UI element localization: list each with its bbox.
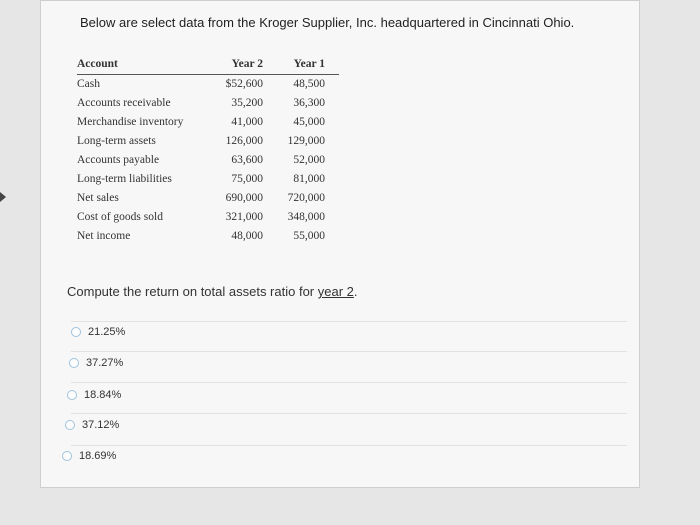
radio-button[interactable] [71,327,81,337]
radio-button[interactable] [67,390,77,400]
table-row: Net income 48,000 55,000 [77,227,339,246]
row-year-2: 75,000 [231,173,263,185]
question-underlined: year 2 [317,284,354,299]
row-year-1: 129,000 [287,135,325,147]
row-account: Long-term liabilities [77,173,172,185]
answer-option-1[interactable]: 21.25% [71,321,631,343]
header-account: Account [77,58,118,70]
radio-button[interactable] [65,420,75,430]
row-year-1: 720,000 [287,192,325,204]
radio-button[interactable] [69,358,79,368]
row-year-2: 41,000 [231,116,263,128]
row-account: Cash [77,78,100,90]
row-account: Accounts payable [77,154,160,166]
option-label: 18.69% [79,450,117,462]
row-year-1: 36,300 [293,97,325,109]
table-header-row: Account Year 2 Year 1 [77,55,339,75]
answer-option-3[interactable]: 18.84% [67,384,627,406]
question-card: Below are select data from the Kroger Su… [40,0,640,488]
row-year-2: 321,000 [225,211,263,223]
intro-text: Below are select data from the Kroger Su… [80,15,575,30]
option-label: 18.84% [84,389,122,401]
row-year-2: $52,600 [225,78,263,90]
table-row: Merchandise inventory 41,000 45,000 [77,113,339,132]
row-year-1: 52,000 [293,154,325,166]
radio-button[interactable] [62,451,72,461]
table-row: Cost of goods sold 321,000 348,000 [77,208,339,227]
table-row: Accounts payable 63,600 52,000 [77,151,339,170]
row-year-1: 55,000 [293,230,325,242]
table-row: Cash $52,600 48,500 [77,75,339,94]
row-year-2: 35,200 [231,97,263,109]
table-row: Net sales 690,000 720,000 [77,189,339,208]
divider [71,351,627,352]
row-year-1: 81,000 [293,173,325,185]
row-year-2: 48,000 [231,230,263,242]
row-account: Cost of goods sold [77,211,163,223]
row-year-1: 48,500 [293,78,325,90]
question-suffix: . [353,284,358,299]
answer-option-4[interactable]: 37.12% [65,414,625,436]
answer-option-5[interactable]: 18.69% [62,445,622,467]
divider [71,382,627,383]
row-account: Accounts receivable [77,97,171,109]
table-row: Long-term assets 126,000 129,000 [77,132,339,151]
row-year-2: 63,600 [231,154,263,166]
option-label: 21.25% [88,326,126,338]
row-year-2: 690,000 [225,192,263,204]
row-account: Merchandise inventory [77,116,184,128]
option-label: 37.12% [82,419,120,431]
option-label: 37.27% [86,357,124,369]
header-year-2: Year 2 [231,58,263,70]
row-year-2: 126,000 [225,135,263,147]
row-account: Net income [77,230,131,242]
row-year-1: 348,000 [287,211,325,223]
question-prefix: Compute the return on total assets ratio… [67,284,318,299]
divider [71,321,627,322]
row-account: Long-term assets [77,135,156,147]
divider [71,413,627,414]
table-row: Accounts receivable 35,200 36,300 [77,94,339,113]
header-year-1: Year 1 [293,58,325,70]
left-arrow-icon [0,192,6,202]
row-year-1: 45,000 [293,116,325,128]
row-account: Net sales [77,192,119,204]
question-text: Compute the return on total assets ratio… [67,284,358,299]
divider [71,445,627,446]
table-row: Long-term liabilities 75,000 81,000 [77,170,339,189]
data-table: Account Year 2 Year 1 Cash $52,600 48,50… [77,55,339,246]
answer-option-2[interactable]: 37.27% [69,352,629,374]
